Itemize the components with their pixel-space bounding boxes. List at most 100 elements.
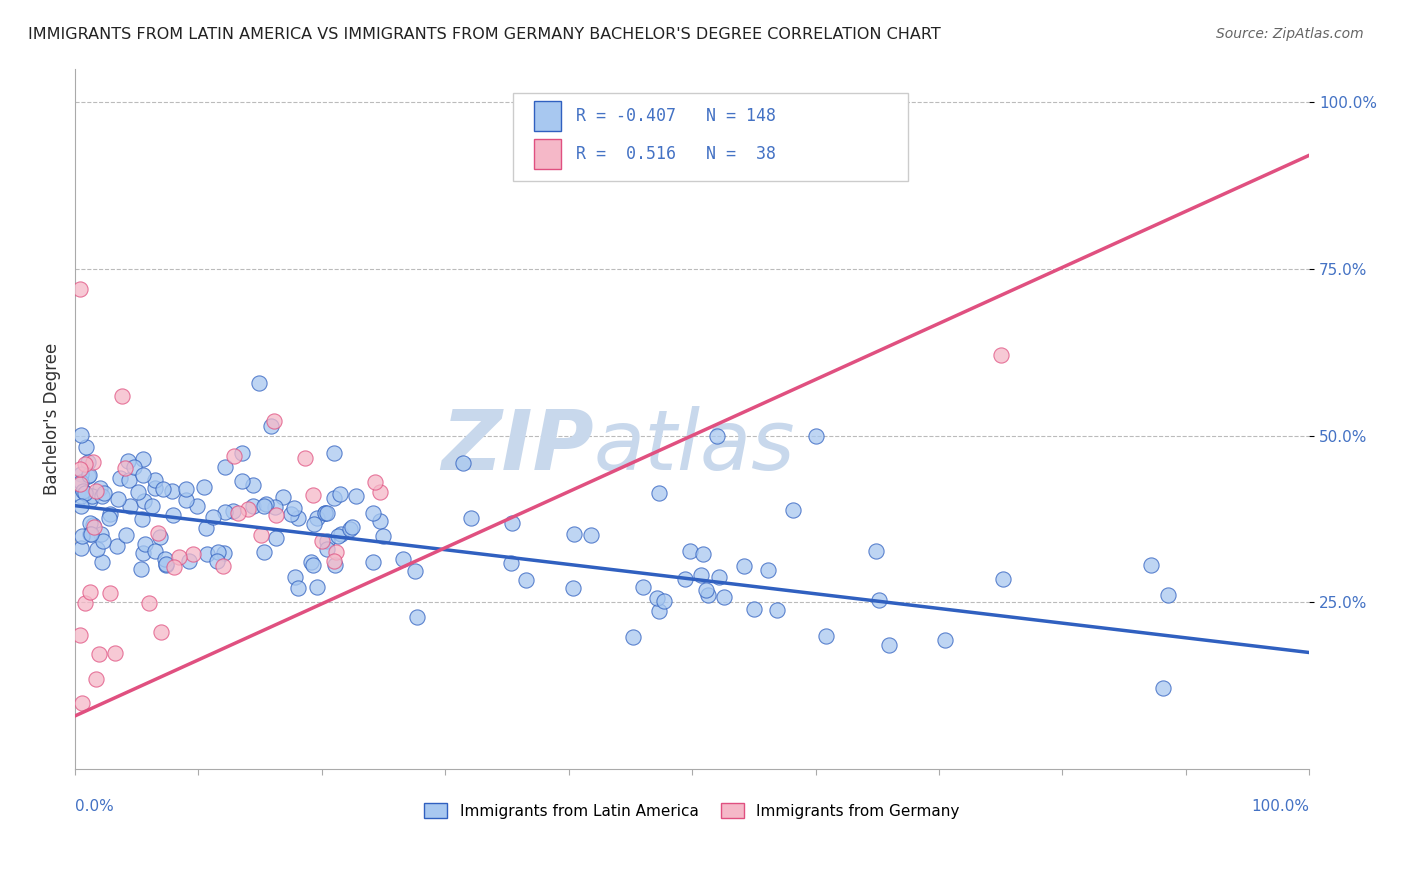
Point (392, 551, 415, 566)
Point (652, 594, 675, 608)
Point (131, 546, 153, 560)
Point (804, 428, 827, 442)
Point (132, 452, 155, 467)
Point (252, 500, 274, 514)
Point (648, 604, 671, 618)
Point (117, 453, 139, 467)
Point (877, 639, 900, 653)
Point (1157, 587, 1180, 601)
Point (305, 511, 328, 525)
Point (301, 558, 323, 572)
Point (105, 539, 128, 553)
Point (132, 468, 155, 483)
Point (287, 581, 309, 595)
Point (193, 480, 215, 494)
Point (287, 510, 309, 524)
Point (97, 511, 120, 525)
Point (89, 481, 111, 495)
Point (361, 555, 384, 569)
Point (247, 376, 270, 390)
Text: ZIP: ZIP (440, 407, 593, 487)
Point (70, 541, 93, 556)
Point (82, 455, 104, 469)
Point (370, 514, 392, 528)
Point (70, 499, 93, 513)
Point (236, 501, 259, 516)
Point (118, 473, 141, 487)
Point (263, 413, 285, 427)
Point (733, 558, 755, 573)
Point (114, 461, 136, 475)
Point (131, 512, 153, 526)
Point (460, 511, 482, 525)
Text: R = -0.407   N = 148: R = -0.407 N = 148 (576, 107, 776, 125)
Point (342, 520, 364, 534)
Point (214, 505, 236, 519)
Point (326, 529, 349, 543)
Point (406, 610, 429, 624)
Point (264, 508, 287, 522)
Point (181, 547, 204, 561)
Text: atlas: atlas (593, 407, 794, 487)
Point (76, 469, 98, 483)
Point (75, 440, 97, 454)
Point (80, 489, 103, 503)
Point (70, 489, 93, 503)
Point (79, 584, 101, 599)
Point (314, 506, 336, 520)
Point (645, 591, 668, 606)
Point (90, 489, 112, 503)
Point (114, 527, 136, 541)
Point (202, 509, 225, 524)
Point (361, 506, 384, 520)
Point (299, 555, 322, 569)
Point (141, 499, 163, 513)
Point (79, 527, 101, 541)
Point (991, 572, 1014, 586)
Point (76, 455, 98, 469)
Point (695, 582, 717, 597)
Point (323, 558, 346, 572)
Point (98, 507, 121, 521)
Point (70, 475, 93, 489)
Text: 100.0%: 100.0% (1251, 799, 1309, 814)
Point (301, 487, 323, 501)
Point (706, 428, 728, 442)
Point (174, 493, 197, 508)
Point (264, 500, 287, 515)
Point (93, 486, 115, 500)
Point (323, 446, 346, 460)
Point (707, 569, 730, 583)
Point (562, 527, 585, 541)
Point (283, 500, 305, 515)
Point (330, 526, 353, 541)
Point (195, 521, 218, 535)
Point (990, 349, 1012, 363)
Point (766, 603, 789, 617)
Point (205, 554, 228, 568)
Text: IMMIGRANTS FROM LATIN AMERICA VS IMMIGRANTS FROM GERMANY BACHELOR'S DEGREE CORRE: IMMIGRANTS FROM LATIN AMERICA VS IMMIGRA… (28, 27, 941, 42)
Point (70, 467, 93, 481)
FancyBboxPatch shape (513, 93, 908, 181)
Point (260, 418, 283, 433)
Point (163, 560, 186, 574)
Point (138, 596, 160, 610)
Point (697, 589, 720, 603)
Point (501, 556, 523, 570)
Point (744, 602, 766, 616)
Point (169, 549, 191, 564)
Point (316, 507, 339, 521)
Point (231, 445, 253, 459)
Point (70, 529, 93, 543)
Point (631, 580, 654, 594)
Point (107, 491, 129, 506)
Point (134, 494, 156, 508)
Point (364, 475, 387, 490)
Point (344, 489, 367, 503)
Point (90, 556, 112, 570)
Text: Source: ZipAtlas.com: Source: ZipAtlas.com (1216, 27, 1364, 41)
Y-axis label: Bachelor's Degree: Bachelor's Degree (44, 343, 60, 495)
Point (91, 534, 114, 549)
Point (648, 486, 671, 500)
Point (83, 520, 105, 534)
